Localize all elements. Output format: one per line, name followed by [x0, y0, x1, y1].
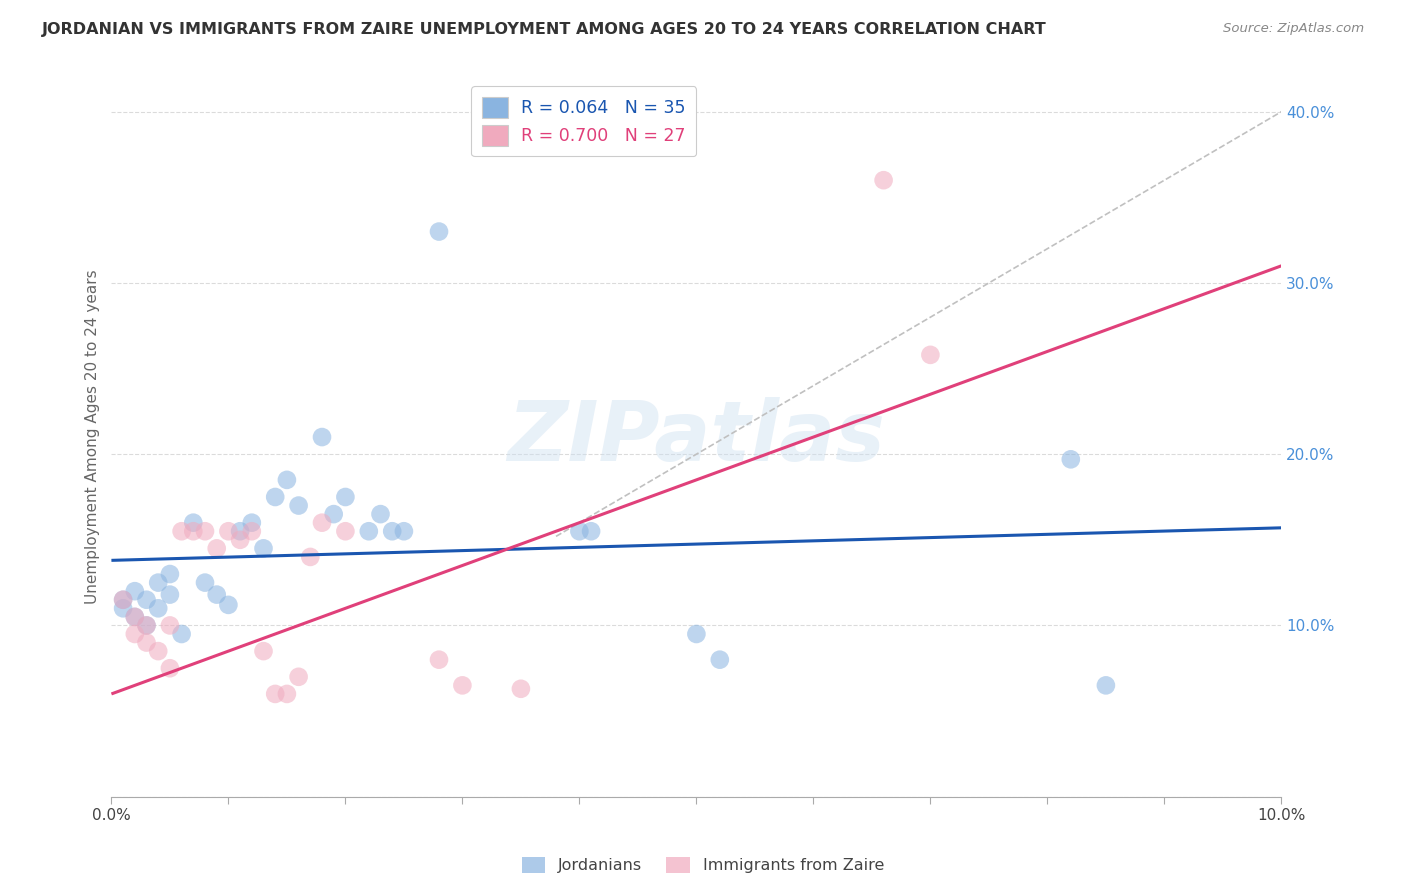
Legend: R = 0.064   N = 35, R = 0.700   N = 27: R = 0.064 N = 35, R = 0.700 N = 27: [471, 87, 696, 156]
Point: [311, 516, 333, 530]
Point: [1095, 678, 1118, 692]
Point: [252, 644, 274, 658]
Point: [181, 524, 204, 539]
Point: [124, 627, 146, 641]
Point: [124, 610, 146, 624]
Point: [568, 524, 591, 539]
Point: [240, 516, 263, 530]
Point: [124, 584, 146, 599]
Point: [427, 225, 450, 239]
Point: [112, 592, 135, 607]
Point: [335, 490, 357, 504]
Point: [392, 524, 415, 539]
Point: [159, 661, 181, 675]
Point: [370, 507, 392, 521]
Point: [872, 173, 894, 187]
Text: JORDANIAN VS IMMIGRANTS FROM ZAIRE UNEMPLOYMENT AMONG AGES 20 TO 24 YEARS CORREL: JORDANIAN VS IMMIGRANTS FROM ZAIRE UNEMP…: [42, 22, 1047, 37]
Point: [579, 524, 602, 539]
Point: [451, 678, 474, 692]
Point: [264, 490, 287, 504]
Point: [299, 549, 322, 564]
Point: [252, 541, 274, 556]
Text: ZIPatlas: ZIPatlas: [508, 397, 886, 477]
Point: [135, 592, 157, 607]
Point: [322, 507, 344, 521]
Point: [135, 618, 157, 632]
Point: [217, 598, 239, 612]
Point: [276, 473, 298, 487]
Text: Source: ZipAtlas.com: Source: ZipAtlas.com: [1223, 22, 1364, 36]
Point: [217, 524, 239, 539]
Point: [709, 653, 731, 667]
Point: [194, 575, 217, 590]
Point: [276, 687, 298, 701]
Point: [381, 524, 404, 539]
Point: [229, 533, 252, 547]
Point: [159, 567, 181, 582]
Point: [1060, 452, 1083, 467]
Point: [181, 516, 204, 530]
Point: [170, 627, 193, 641]
Point: [159, 618, 181, 632]
Point: [159, 588, 181, 602]
Point: [335, 524, 357, 539]
Point: [148, 644, 170, 658]
Point: [112, 592, 135, 607]
Point: [357, 524, 380, 539]
Point: [135, 635, 157, 649]
Point: [148, 575, 170, 590]
Point: [427, 653, 450, 667]
Point: [205, 541, 228, 556]
Point: [170, 524, 193, 539]
Point: [124, 610, 146, 624]
Point: [112, 601, 135, 615]
Point: [311, 430, 333, 444]
Point: [287, 499, 309, 513]
Point: [205, 588, 228, 602]
Point: [135, 618, 157, 632]
Point: [509, 681, 531, 696]
Point: [264, 687, 287, 701]
Legend: Jordanians, Immigrants from Zaire: Jordanians, Immigrants from Zaire: [515, 850, 891, 880]
Point: [240, 524, 263, 539]
Point: [148, 601, 170, 615]
Point: [287, 670, 309, 684]
Point: [229, 524, 252, 539]
Y-axis label: Unemployment Among Ages 20 to 24 years: Unemployment Among Ages 20 to 24 years: [86, 269, 100, 605]
Point: [920, 348, 942, 362]
Point: [685, 627, 707, 641]
Point: [194, 524, 217, 539]
